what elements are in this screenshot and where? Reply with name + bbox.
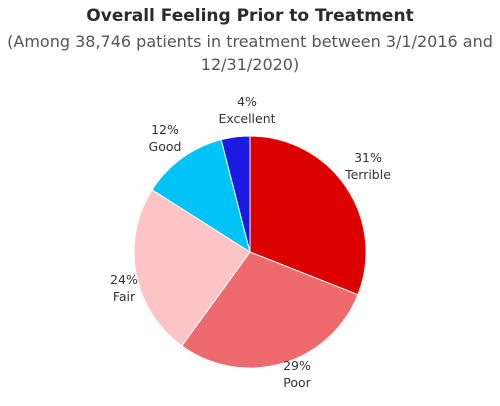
slice-category-label-excellent: Excellent xyxy=(218,111,275,126)
slice-percent-label-good: 12% xyxy=(151,122,179,137)
pie-slice-poor xyxy=(181,251,359,369)
pie-slice-terrible xyxy=(249,135,367,296)
chart-title: Overall Feeling Prior to Treatment xyxy=(86,6,414,26)
pie-slice-fair xyxy=(133,189,251,347)
slice-percent-label-poor: 29% xyxy=(283,358,311,373)
pie-labels: 31% Terrible 29% Poor 24% Fair 12% Good 4% Excell… xyxy=(110,94,391,390)
slice-percent-label-terrible: 31% xyxy=(354,150,382,165)
pie-slice-excellent xyxy=(220,135,251,253)
pie-slices xyxy=(133,135,367,369)
slice-category-label-terrible: Terrible xyxy=(344,167,391,182)
slice-percent-label-fair: 24% xyxy=(110,272,138,287)
chart-subtitle-line-2: 12/31/2020) xyxy=(200,55,300,74)
pie-slice-good xyxy=(151,139,251,254)
slice-category-label-poor: Poor xyxy=(283,375,311,390)
slice-percent-label-excellent: 4% xyxy=(237,94,257,109)
slice-category-label-good: Good xyxy=(149,139,182,154)
chart-subtitle-line-1: (Among 38,746 patients in treatment betw… xyxy=(7,32,493,51)
slice-category-label-fair: Fair xyxy=(113,289,136,304)
chart-subtitle: (Among 38,746 patients in treatment betw… xyxy=(0,30,500,76)
